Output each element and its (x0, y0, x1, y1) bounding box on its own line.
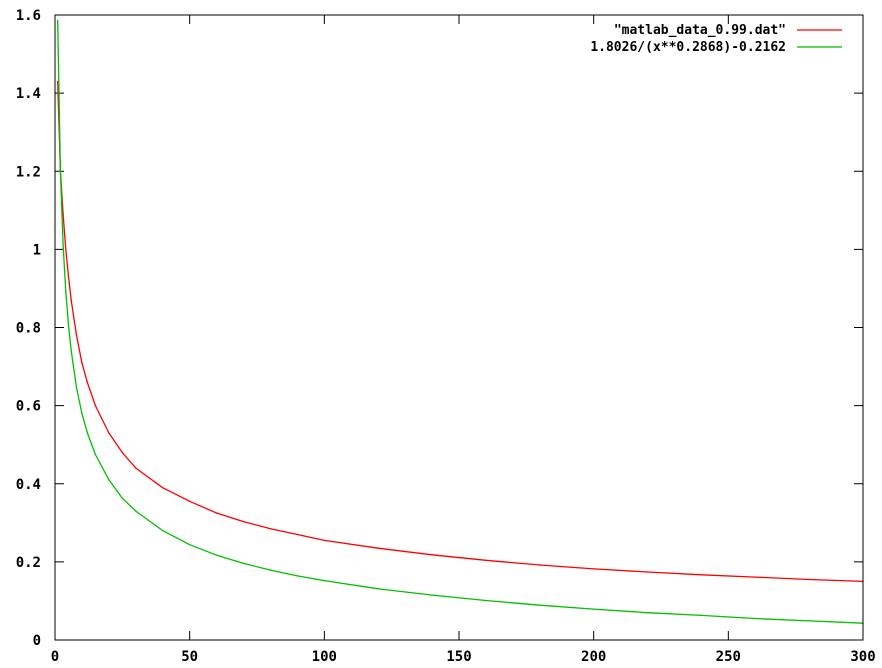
series-1-point (86, 381, 89, 383)
series-2-point (808, 620, 810, 622)
series-2-point (215, 554, 218, 556)
y-tick-label: 0.8 (16, 321, 41, 337)
series-2-point (135, 510, 137, 512)
series-2-point (269, 569, 272, 571)
series-1-point (431, 554, 433, 556)
series-1-point (242, 520, 245, 523)
series-2-point (242, 562, 245, 565)
series-2-point (86, 431, 89, 434)
series-1-point (67, 276, 70, 278)
series-layer (56, 19, 864, 624)
series-2-point (94, 453, 97, 456)
x-tick-label: 50 (181, 649, 198, 665)
x-tick-label: 100 (312, 649, 337, 665)
series-1-point (70, 299, 72, 301)
x-tick-label: 150 (446, 649, 471, 665)
series-1-point (56, 80, 59, 83)
legend-label: 1.8026/(x**0.2868)-0.2162 (590, 40, 786, 55)
series-2-point (754, 617, 756, 620)
series-2-point (188, 543, 191, 546)
series-1-point (188, 500, 191, 503)
series-1-point (646, 571, 649, 573)
y-tick-label: 0 (33, 633, 41, 649)
y-tick-label: 1.4 (16, 86, 41, 102)
series-2-point (485, 599, 487, 602)
series-line-1 (57, 81, 864, 583)
series-2-point (56, 19, 59, 22)
series-1-point (269, 527, 272, 530)
x-tick-label: 0 (51, 649, 59, 665)
series-2-point (59, 170, 62, 172)
series-1-point (485, 559, 487, 562)
series-2-point (67, 324, 70, 326)
series-2-point (431, 594, 433, 596)
series-line-2 (57, 20, 864, 624)
series-2-point (108, 479, 110, 481)
series-1-point (539, 564, 541, 566)
series-2-point (81, 412, 83, 415)
series-2-point (539, 604, 541, 606)
legend-label: "matlab_data_0.99.dat" (614, 23, 786, 38)
series-2-point (377, 588, 379, 590)
x-tick-label: 200 (581, 649, 606, 665)
y-tick-label: 0.2 (16, 555, 41, 571)
y-tick-label: 0.4 (16, 477, 41, 493)
ticks-layer: 0 50 100 150 200 250 300 0 0.2 0.4 0.6 0.8 1 1.2 1.4 1.… (16, 8, 876, 665)
series-2-point (70, 349, 72, 352)
series-2-point (592, 608, 595, 610)
y-tick-label: 1.2 (16, 164, 41, 180)
series-1-point (808, 578, 810, 581)
series-1-point (65, 248, 67, 251)
series-1-point (754, 576, 756, 578)
series-1-point (323, 539, 326, 542)
x-tick-label: 300 (850, 649, 875, 665)
series-1-point (215, 512, 218, 514)
series-1-point (94, 404, 97, 407)
series-1-point (135, 467, 137, 469)
series-1-point (75, 334, 78, 337)
series-2-point (62, 243, 64, 246)
series-2-point (162, 529, 164, 532)
series-2-point (296, 575, 299, 577)
series-1-point (121, 451, 124, 454)
plot-border (54, 14, 864, 641)
series-1-point (62, 213, 64, 215)
series-2-point (75, 386, 78, 389)
y-tick-label: 1 (33, 242, 41, 258)
series-2-point (65, 290, 67, 293)
series-2-point (646, 611, 649, 614)
series-2-point (700, 614, 703, 617)
legend: "matlab_data_0.99.dat" 1.8026/(x**0.2868)… (590, 23, 842, 55)
x-tick-label: 250 (716, 649, 741, 665)
series-1-point (377, 547, 379, 549)
series-1-point (108, 432, 110, 434)
series-1-point (296, 533, 299, 536)
series-2-point (323, 579, 326, 582)
series-1-point (700, 574, 703, 576)
series-1-point (592, 568, 595, 570)
series-1-point (162, 486, 164, 489)
y-tick-label: 0.6 (16, 399, 41, 415)
series-1-point (81, 361, 83, 364)
series-2-point (121, 497, 124, 499)
y-tick-label: 1.6 (16, 8, 41, 24)
